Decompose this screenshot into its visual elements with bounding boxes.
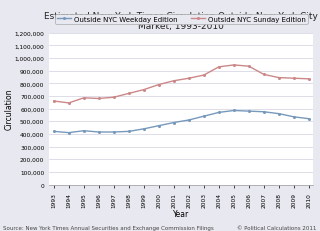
Text: © Political Calculations 2011: © Political Calculations 2011 (237, 225, 317, 230)
Title: Estimated New York Times Circulation Outside New York City
Market, 1993-2010: Estimated New York Times Circulation Out… (44, 12, 318, 31)
Outside NYC Weekday Edition (307, 118, 311, 121)
Outside NYC Weekday Edition (82, 130, 86, 133)
Outside NYC Weekday Edition (172, 122, 176, 124)
Outside NYC Sunday Edition (187, 77, 191, 80)
Outside NYC Weekday Edition (67, 132, 71, 134)
Outside NYC Sunday Edition (127, 93, 131, 95)
Outside NYC Weekday Edition (157, 125, 161, 128)
Outside NYC Weekday Edition (292, 116, 296, 119)
Outside NYC Sunday Edition (112, 96, 116, 99)
Line: Outside NYC Sunday Edition: Outside NYC Sunday Edition (53, 65, 310, 104)
Outside NYC Sunday Edition (157, 84, 161, 87)
Outside NYC Sunday Edition (247, 66, 251, 68)
Outside NYC Weekday Edition (217, 112, 221, 114)
Outside NYC Weekday Edition (247, 110, 251, 113)
Outside NYC Weekday Edition (127, 131, 131, 133)
Outside NYC Weekday Edition (277, 113, 281, 116)
Outside NYC Sunday Edition (232, 64, 236, 67)
Outside NYC Weekday Edition (187, 119, 191, 122)
Outside NYC Sunday Edition (277, 77, 281, 80)
X-axis label: Year: Year (173, 209, 189, 218)
Outside NYC Sunday Edition (142, 89, 146, 92)
Outside NYC Sunday Edition (202, 74, 206, 77)
Outside NYC Weekday Edition (202, 115, 206, 118)
Outside NYC Weekday Edition (232, 110, 236, 112)
Outside NYC Weekday Edition (142, 128, 146, 131)
Y-axis label: Circulation: Circulation (4, 88, 13, 130)
Outside NYC Sunday Edition (82, 97, 86, 100)
Outside NYC Sunday Edition (67, 102, 71, 105)
Outside NYC Sunday Edition (262, 74, 266, 76)
Text: Source: New York Times Annual Securities and Exchange Commission Filings: Source: New York Times Annual Securities… (3, 225, 214, 230)
Line: Outside NYC Weekday Edition: Outside NYC Weekday Edition (53, 110, 310, 134)
Outside NYC Weekday Edition (97, 131, 101, 134)
Outside NYC Weekday Edition (262, 111, 266, 114)
Outside NYC Weekday Edition (52, 131, 56, 133)
Outside NYC Sunday Edition (217, 66, 221, 69)
Outside NYC Sunday Edition (52, 100, 56, 103)
Outside NYC Sunday Edition (97, 98, 101, 100)
Outside NYC Sunday Edition (172, 80, 176, 83)
Outside NYC Sunday Edition (292, 77, 296, 80)
Outside NYC Weekday Edition (112, 131, 116, 134)
Outside NYC Sunday Edition (307, 78, 311, 81)
Legend: Outside NYC Weekday Edition, Outside NYC Sunday Edition: Outside NYC Weekday Edition, Outside NYC… (55, 15, 308, 25)
